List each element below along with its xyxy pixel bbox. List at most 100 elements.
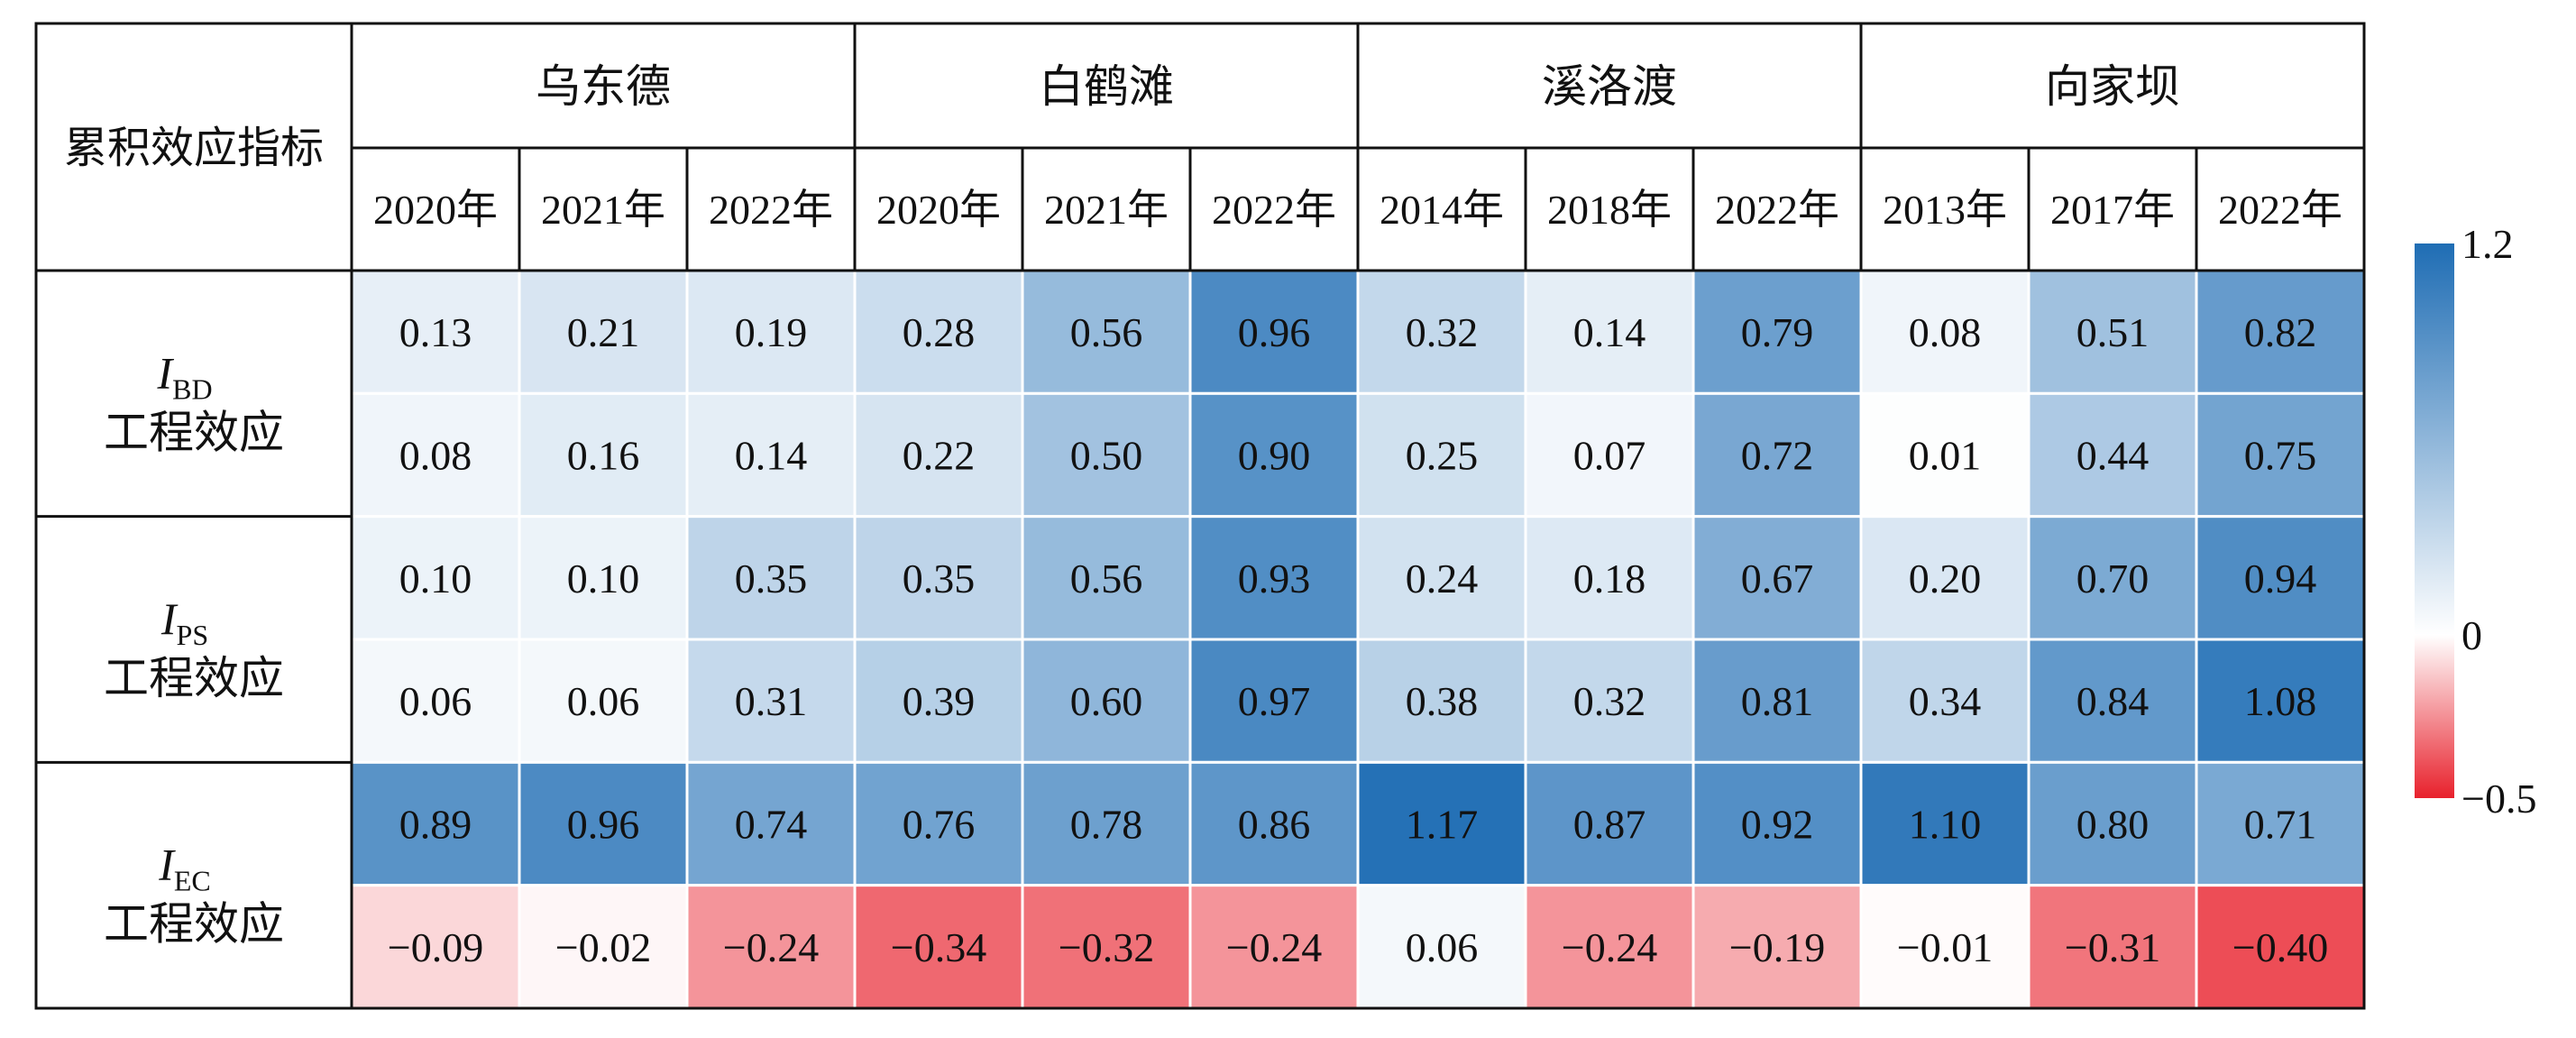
year-header-label: 2021年 — [1044, 187, 1169, 233]
year-header-label: 2022年 — [1715, 187, 1839, 233]
cell-value-label: 1.17 — [1406, 802, 1479, 848]
heatmap-cell — [1691, 391, 1863, 519]
cell-value-label: −0.34 — [891, 924, 986, 970]
cell-value-label: −0.24 — [1226, 924, 1322, 970]
cell-value-label: 0.35 — [735, 556, 808, 602]
heatmap-cell — [1691, 884, 1863, 1010]
heatmap-cell — [350, 760, 521, 887]
cell-value-label: 0.25 — [1406, 433, 1479, 479]
cell-value-label: 0.13 — [399, 309, 472, 355]
heatmap-cell — [685, 638, 857, 764]
heatmap-cell — [1524, 269, 1695, 395]
year-header-label: 2020年 — [373, 187, 498, 233]
cell-value-label: 0.38 — [1406, 678, 1479, 724]
cell-value-label: −0.32 — [1059, 924, 1154, 970]
cell-value-label: 0.60 — [1070, 678, 1143, 724]
heatmap-cell — [1356, 391, 1527, 519]
cell-value-label: 0.90 — [1238, 433, 1311, 479]
colorbar-tick-label: 0 — [2461, 612, 2482, 658]
heatmap-cell — [1188, 760, 1360, 887]
cell-value-label: 0.92 — [1741, 802, 1814, 848]
cell-value-label: 0.39 — [903, 678, 976, 724]
heatmap-cell — [2027, 638, 2198, 764]
year-header-label: 2018年 — [1547, 187, 1672, 233]
year-header-label: 2022年 — [2218, 187, 2342, 233]
cell-value-label: 0.44 — [2076, 433, 2150, 479]
cell-value-label: 0.51 — [2076, 309, 2150, 355]
cell-value-label: −0.02 — [555, 924, 651, 970]
colorbar-tick-label: 1.2 — [2461, 221, 2514, 267]
cell-value-label: 0.96 — [567, 802, 640, 848]
heatmap-cell — [1691, 638, 1863, 764]
heatmap-cell — [518, 760, 689, 887]
cell-value-label: 0.06 — [399, 678, 472, 724]
colorbar-tick-label: −0.5 — [2461, 776, 2536, 822]
heatmap-cell — [685, 760, 857, 887]
cell-value-label: 0.86 — [1238, 802, 1311, 848]
cell-value-label: 0.06 — [567, 678, 640, 724]
cell-value-label: 0.84 — [2076, 678, 2150, 724]
cell-value-label: −0.24 — [723, 924, 819, 970]
year-header-label: 2013年 — [1883, 187, 2007, 233]
heatmap-cell — [2195, 269, 2366, 395]
heatmap-cell — [2027, 760, 2198, 887]
cell-value-label: 0.56 — [1070, 556, 1143, 602]
heatmap-cell — [2195, 884, 2366, 1010]
cell-value-label: 0.93 — [1238, 556, 1311, 602]
heatmap-cell — [350, 884, 521, 1010]
heatmap-cell — [1356, 884, 1527, 1010]
heatmap-cell — [853, 638, 1024, 764]
row-group-symbol: IBD — [156, 347, 212, 405]
cell-value-label: 0.35 — [903, 556, 976, 602]
cell-value-label: 0.82 — [2244, 309, 2317, 355]
cell-value-label: 0.96 — [1238, 309, 1311, 355]
group-header-label: 白鹤滩 — [1039, 61, 1174, 112]
cell-value-label: 0.31 — [735, 678, 808, 724]
cell-value-label: 0.79 — [1741, 309, 1814, 355]
colorbar — [2415, 243, 2454, 798]
corner-label: 累积效应指标 — [64, 124, 324, 172]
heatmap-cell — [1859, 638, 2031, 764]
heatmap-cell — [853, 884, 1024, 1010]
heatmap-cell — [853, 391, 1024, 519]
cell-value-label: 0.32 — [1406, 309, 1479, 355]
heatmap-cell — [518, 391, 689, 519]
heatmap-cell — [2027, 391, 2198, 519]
heatmap-cell — [1859, 884, 2031, 1010]
cell-value-label: 0.22 — [903, 433, 976, 479]
heatmap-cell — [350, 515, 521, 641]
year-header-label: 2021年 — [541, 187, 665, 233]
heatmap-cell — [2195, 638, 2366, 764]
heatmap-cell — [1021, 760, 1192, 887]
cell-value-label: 0.74 — [735, 802, 808, 848]
cell-value-label: −0.31 — [2065, 924, 2160, 970]
heatmap-cell — [1021, 391, 1192, 519]
heatmap-cell — [1356, 760, 1527, 887]
heatmap-cell — [685, 515, 857, 641]
cell-value-label: 0.76 — [903, 802, 976, 848]
cell-value-label: 0.81 — [1741, 678, 1814, 724]
heatmap-cell — [1524, 391, 1695, 519]
year-header-label: 2022年 — [1212, 187, 1336, 233]
heatmap-cell — [1356, 638, 1527, 764]
cell-value-label: 0.80 — [2076, 802, 2150, 848]
row-group-symbol: IEC — [158, 840, 211, 897]
cell-value-label: 0.32 — [1573, 678, 1646, 724]
heatmap-cell — [350, 269, 521, 395]
cell-value-label: 0.18 — [1573, 556, 1646, 602]
group-header-label: 溪洛渡 — [1542, 61, 1677, 112]
cell-value-label: 0.89 — [399, 802, 472, 848]
heatmap-cell — [1188, 884, 1360, 1010]
cell-value-label: 0.97 — [1238, 678, 1311, 724]
cell-value-label: 0.19 — [735, 309, 808, 355]
cell-value-label: 0.16 — [567, 433, 640, 479]
cell-value-label: −0.19 — [1729, 924, 1825, 970]
cell-value-label: 0.56 — [1070, 309, 1143, 355]
cell-value-label: 0.70 — [2076, 556, 2150, 602]
cell-value-label: 0.71 — [2244, 802, 2317, 848]
cell-value-label: 0.06 — [1406, 924, 1479, 970]
cell-value-label: 0.10 — [399, 556, 472, 602]
cell-value-label: 0.72 — [1741, 433, 1814, 479]
cell-value-label: −0.09 — [388, 924, 483, 970]
